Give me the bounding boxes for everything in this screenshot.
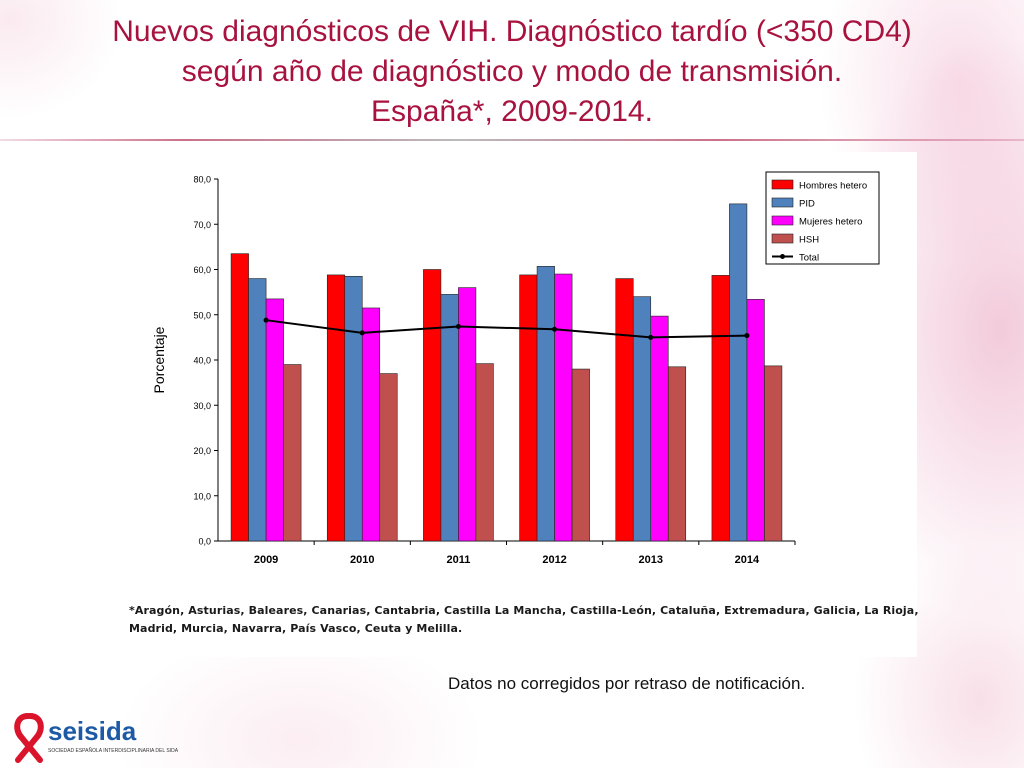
bar-pid-2010: [344, 275, 363, 542]
title-divider: [0, 139, 1024, 141]
bar-hsh-2012: [571, 368, 590, 542]
y-tick-label: 70,0: [193, 220, 211, 230]
total-point-2013: [648, 334, 654, 340]
legend-swatch: [771, 215, 794, 226]
y-axis-label: Porcentaje: [151, 326, 167, 393]
bar-pid-2012: [536, 266, 555, 542]
title-line-3: España*, 2009-2014.: [371, 95, 653, 128]
chart-panel: 0,0 10,0 20,0 30,0 40,0 50,0 60,0 70,0 80,0 Porce…: [120, 152, 919, 657]
bar-mujeres-hetero-2014: [746, 299, 765, 542]
bar-hsh-2014: [764, 365, 783, 542]
x-tick-label: 2009: [254, 554, 278, 566]
x-tick-label: 2013: [639, 554, 663, 566]
bar-pid-2014: [729, 203, 748, 542]
y-tick-label: 10,0: [193, 491, 211, 501]
y-tick-label: 40,0: [193, 356, 211, 366]
bar-pid-2011: [440, 294, 459, 542]
y-tick-label: 60,0: [193, 265, 211, 275]
bar-hsh-2013: [667, 366, 687, 542]
total-point-2014: [744, 333, 750, 339]
bar-mujeres-hetero-2013: [650, 315, 669, 542]
logo-wordmark: seisida: [48, 716, 137, 746]
logo-tagline: SOCIEDAD ESPAÑOLA INTERDISCIPLINARIA DEL…: [48, 747, 178, 754]
legend-marker: [780, 254, 785, 259]
chart-footnote: *Aragón, Asturias, Baleares, Canarias, C…: [129, 602, 919, 638]
seisida-logo: seisida SOCIEDAD ESPAÑOLA INTERDISCIPLIN…: [14, 713, 178, 763]
legend-label: Mujeres hetero: [799, 217, 862, 228]
bar-mujeres-hetero-2010: [361, 307, 381, 542]
y-tick-label: 0,0: [198, 537, 211, 547]
red-ribbon-icon: [14, 713, 44, 763]
bar-hombres-hetero-2011: [423, 269, 442, 542]
y-tick-label: 50,0: [193, 310, 211, 320]
bar-pid-2013: [632, 296, 652, 542]
x-tick-label: 2012: [542, 554, 566, 566]
bar-hombres-hetero-2010: [326, 274, 346, 542]
total-point-2010: [359, 330, 365, 336]
y-tick-label: 20,0: [193, 446, 211, 456]
legend-label: Hombres hetero: [799, 181, 867, 192]
y-tick-label: 80,0: [193, 175, 211, 185]
legend-label: Total: [799, 253, 819, 264]
footnote-line-1: *Aragón, Asturias, Baleares, Canarias, C…: [129, 604, 919, 617]
legend-swatch: [771, 179, 794, 190]
legend-label: PID: [799, 199, 815, 210]
bar-hsh-2011: [475, 363, 494, 542]
legend-label: HSH: [799, 235, 819, 246]
bar-mujeres-hetero-2009: [265, 298, 284, 542]
title-line-2: según año de diagnóstico y modo de trans…: [181, 55, 843, 88]
title-line-1: Nuevos diagnósticos de VIH. Diagnóstico …: [112, 15, 912, 48]
legend-swatch: [771, 233, 794, 244]
slide-title: Nuevos diagnósticos de VIH. Diagnóstico …: [0, 12, 1024, 132]
bar-pid-2009: [248, 278, 267, 542]
bar-mujeres-hetero-2012: [554, 273, 573, 542]
x-tick-label: 2014: [735, 554, 760, 566]
total-point-2011: [455, 324, 461, 330]
bar-hsh-2009: [283, 364, 302, 542]
bar-hombres-hetero-2014: [711, 275, 730, 542]
x-tick-label: 2011: [446, 554, 470, 566]
total-line: [265, 319, 747, 339]
x-tick-label: 2010: [350, 554, 374, 566]
footnote-line-2: Madrid, Murcia, Navarra, País Vasco, Ceu…: [129, 622, 463, 635]
bar-hsh-2010: [379, 373, 398, 542]
y-tick-label: 30,0: [193, 401, 211, 411]
data-note: Datos no corregidos por retraso de notif…: [448, 674, 806, 693]
total-point-2009: [263, 317, 269, 323]
bar-hombres-hetero-2009: [230, 253, 249, 542]
bar-chart: 0,0 10,0 20,0 30,0 40,0 50,0 60,0 70,0 80,0 Porce…: [151, 171, 880, 566]
total-point-2012: [552, 326, 558, 332]
bar-hombres-hetero-2012: [519, 274, 538, 542]
bar-hombres-hetero-2013: [615, 278, 634, 542]
legend-swatch: [771, 197, 794, 208]
